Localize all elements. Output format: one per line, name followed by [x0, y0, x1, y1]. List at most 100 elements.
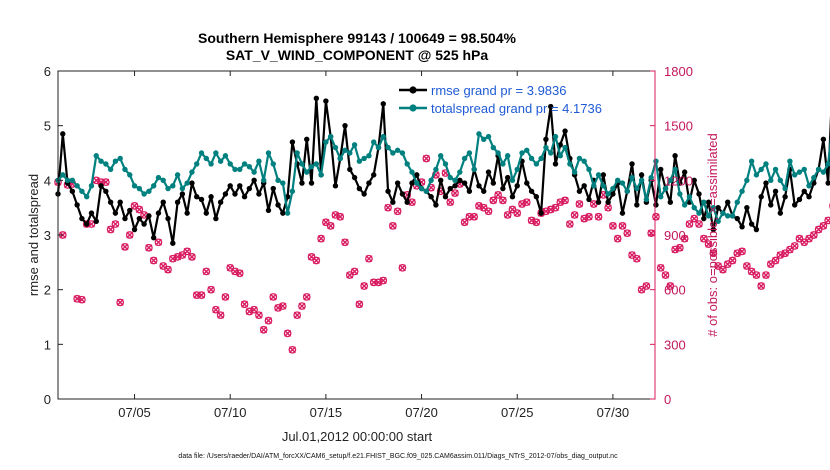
- obs-assimilated-point: [384, 204, 392, 212]
- rmse-point: [304, 136, 310, 143]
- rmse-point: [256, 191, 262, 197]
- obs-assimilated-point: [126, 231, 134, 239]
- totalspread-point: [576, 155, 583, 162]
- rmse-point: [165, 215, 171, 222]
- rmse-point: [189, 180, 195, 186]
- x-tick-label: 07/10: [214, 405, 247, 420]
- obs-assimilated-point: [355, 300, 363, 308]
- rmse-point: [696, 191, 702, 197]
- obs-assimilated-point: [150, 257, 158, 265]
- totalspread-point: [366, 153, 372, 159]
- obs-assimilated-point: [317, 235, 325, 243]
- x-tick-label: 07/15: [310, 405, 343, 420]
- obs-possible-point: [628, 251, 636, 259]
- rmse-point: [380, 101, 386, 107]
- rmse-point: [514, 183, 520, 189]
- obs-possible-point: [82, 220, 91, 228]
- rmse-point: [361, 191, 367, 197]
- totalspread-point: [433, 166, 439, 173]
- rmse-point: [194, 194, 200, 200]
- rmse-point: [653, 202, 659, 208]
- y-tick-label: 2: [44, 283, 51, 298]
- obs-assimilated-point: [360, 282, 368, 290]
- rmse-point: [504, 174, 511, 181]
- totalspread-point: [624, 188, 630, 194]
- totalspread-point: [485, 133, 492, 140]
- rmse-point: [366, 180, 372, 186]
- obs-possible-point: [709, 249, 718, 258]
- totalspread-point: [753, 172, 760, 178]
- rmse-point: [562, 128, 568, 134]
- totalspread-point: [60, 172, 66, 178]
- totalspread-point: [562, 144, 568, 151]
- obs-possible-point: [326, 222, 335, 230]
- obs-possible-point: [240, 300, 249, 309]
- obs-assimilated-point: [743, 262, 751, 270]
- totalspread-point: [681, 202, 688, 208]
- obs-possible-point: [699, 234, 708, 243]
- rmse-point: [356, 185, 363, 192]
- rmse-point: [213, 215, 219, 222]
- totalspread-point: [117, 155, 123, 162]
- obs-possible-point: [484, 207, 493, 216]
- obs-assimilated-point: [657, 264, 665, 272]
- obs-possible-point: [819, 222, 828, 230]
- obs-possible-point: [551, 203, 560, 212]
- totalspread-point: [284, 210, 291, 216]
- totalspread-point: [371, 139, 377, 145]
- rmse-point: [806, 194, 812, 200]
- totalspread-point: [811, 174, 817, 181]
- totalspread-point: [280, 180, 286, 186]
- obs-possible-point: [255, 311, 263, 320]
- totalspread-point: [390, 150, 396, 156]
- obs-possible-point: [613, 234, 622, 243]
- obs-assimilated-point: [116, 298, 124, 306]
- legend-rmse-marker: [409, 86, 417, 94]
- rmse-point: [710, 226, 717, 233]
- obs-assimilated-point: [738, 247, 746, 255]
- rmse-point: [136, 215, 143, 222]
- totalspread-point: [399, 150, 406, 156]
- obs-assimilated-point: [264, 317, 272, 325]
- totalspread-point: [528, 155, 535, 162]
- rmse-point: [394, 180, 401, 186]
- obs-possible-point: [594, 212, 603, 221]
- totalspread-point: [184, 180, 190, 186]
- totalspread-series: [55, 131, 830, 225]
- obs-possible-point: [561, 196, 569, 205]
- obs-possible-point: [188, 253, 196, 261]
- obs-possible-point: [642, 282, 651, 290]
- obs-possible-point: [451, 189, 459, 197]
- obs-possible-point: [202, 267, 211, 276]
- rmse-point: [237, 183, 243, 189]
- y-tick-label: 6: [44, 64, 51, 79]
- totalspread-point: [791, 172, 798, 178]
- rmse-point: [605, 199, 611, 205]
- obs-possible-point: [460, 218, 469, 227]
- totalspread-point: [768, 177, 774, 184]
- rmse-point: [528, 188, 535, 194]
- legend-spread-label: totalspread grand pr = 4.1736: [431, 101, 602, 116]
- obs-possible-point: [618, 222, 627, 230]
- totalspread-point: [74, 183, 80, 189]
- obs-assimilated-point: [666, 282, 674, 290]
- y2-tick-label: 900: [664, 228, 686, 243]
- rmse-point: [198, 196, 205, 203]
- obs-possible-point: [302, 293, 311, 301]
- totalspread-point: [500, 161, 506, 167]
- obs-assimilated-point: [202, 267, 210, 275]
- obs-assimilated-point: [705, 240, 713, 248]
- obs-possible-point: [393, 207, 402, 216]
- obs-possible-point: [278, 302, 287, 310]
- rmse-point: [150, 235, 157, 241]
- obs-possible-point: [384, 203, 392, 212]
- totalspread-point: [763, 161, 769, 167]
- totalspread-point: [437, 153, 444, 159]
- obs-possible-point: [250, 305, 258, 314]
- y2-tick-label: 1200: [664, 173, 693, 188]
- rmse-point: [241, 194, 248, 200]
- totalspread-point: [270, 161, 276, 167]
- obs-possible-point: [723, 260, 732, 269]
- obs-assimilated-point: [212, 306, 220, 314]
